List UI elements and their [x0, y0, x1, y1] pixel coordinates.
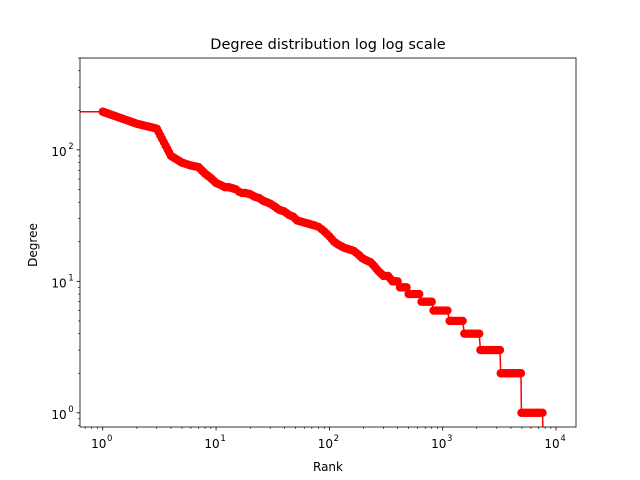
y-tick-exponent: 2 [68, 142, 73, 152]
data-point [414, 289, 424, 299]
x-tick-exponent: 3 [447, 434, 452, 444]
y-axis-label: Degree [26, 223, 40, 267]
y-tick-label: 10 [51, 408, 66, 422]
x-tick-exponent: 0 [107, 434, 112, 444]
x-tick-label: 10 [544, 437, 559, 451]
data-point [495, 345, 505, 355]
x-tick-exponent: 2 [334, 434, 339, 444]
x-tick-label: 10 [204, 437, 219, 451]
x-axis-label: Rank [313, 460, 343, 474]
axes-frame [79, 57, 577, 428]
y-tick-label: 10 [51, 145, 66, 159]
x-tick-label: 10 [431, 437, 446, 451]
data-point [402, 283, 411, 292]
x-tick-exponent: 1 [220, 434, 225, 444]
y-tick-exponent: 0 [68, 405, 73, 415]
y-tick-exponent: 1 [68, 273, 73, 283]
data-point [443, 306, 452, 315]
x-tick-label: 10 [318, 437, 333, 451]
data-point [516, 369, 526, 378]
x-tick-label: 10 [91, 437, 106, 451]
data-point [458, 316, 467, 326]
axes: 10 0 10 1 10 2 10 3 10 410 010 110 2 [51, 57, 577, 451]
series-0 [80, 107, 547, 427]
chart-title: Degree distribution log log scale [210, 37, 445, 53]
data-point [538, 408, 547, 418]
y-tick-label: 10 [51, 276, 66, 290]
data-point [475, 329, 484, 338]
plot-area [80, 107, 547, 427]
x-tick-exponent: 4 [560, 434, 565, 444]
data-point [427, 297, 436, 306]
